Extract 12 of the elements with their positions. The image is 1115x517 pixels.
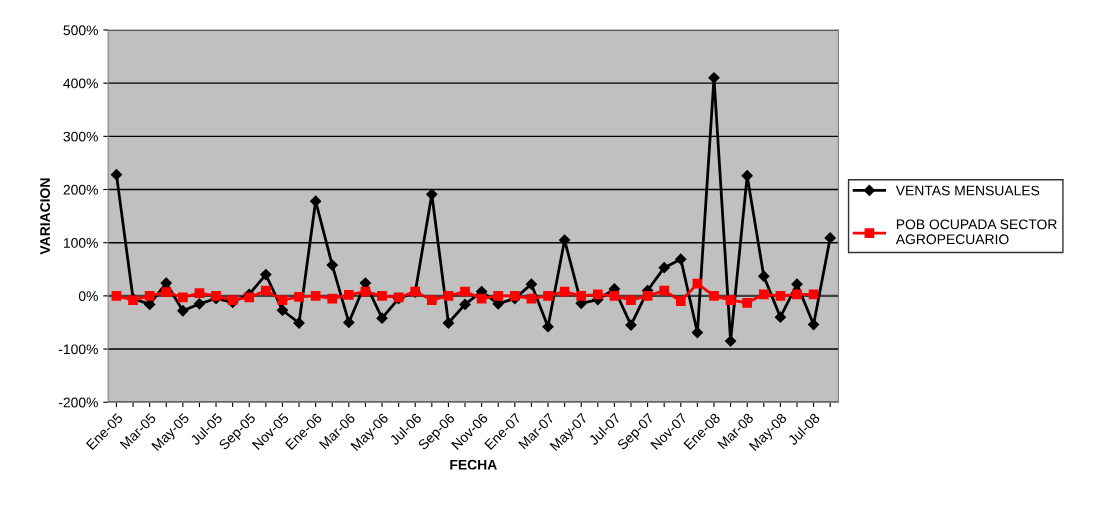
x-axis-title: FECHA [450,459,497,470]
y-tick-label: -200% [58,397,98,408]
y-tick-label: 500% [63,25,98,36]
y-tick-label: 300% [63,131,98,142]
legend-label: VENTAS MENSUALES [895,185,1040,196]
y-axis-title: VARIACION [40,178,50,255]
y-tick-label: 100% [63,238,98,248]
y-tick-label: 0% [78,291,98,302]
y-tick-label: 400% [63,78,98,89]
legend-label: POB OCUPADA SECTOR AGROPECUARIO [895,219,1057,245]
y-tick-label: -100% [58,344,98,355]
y-tick-label: 200% [63,184,98,195]
